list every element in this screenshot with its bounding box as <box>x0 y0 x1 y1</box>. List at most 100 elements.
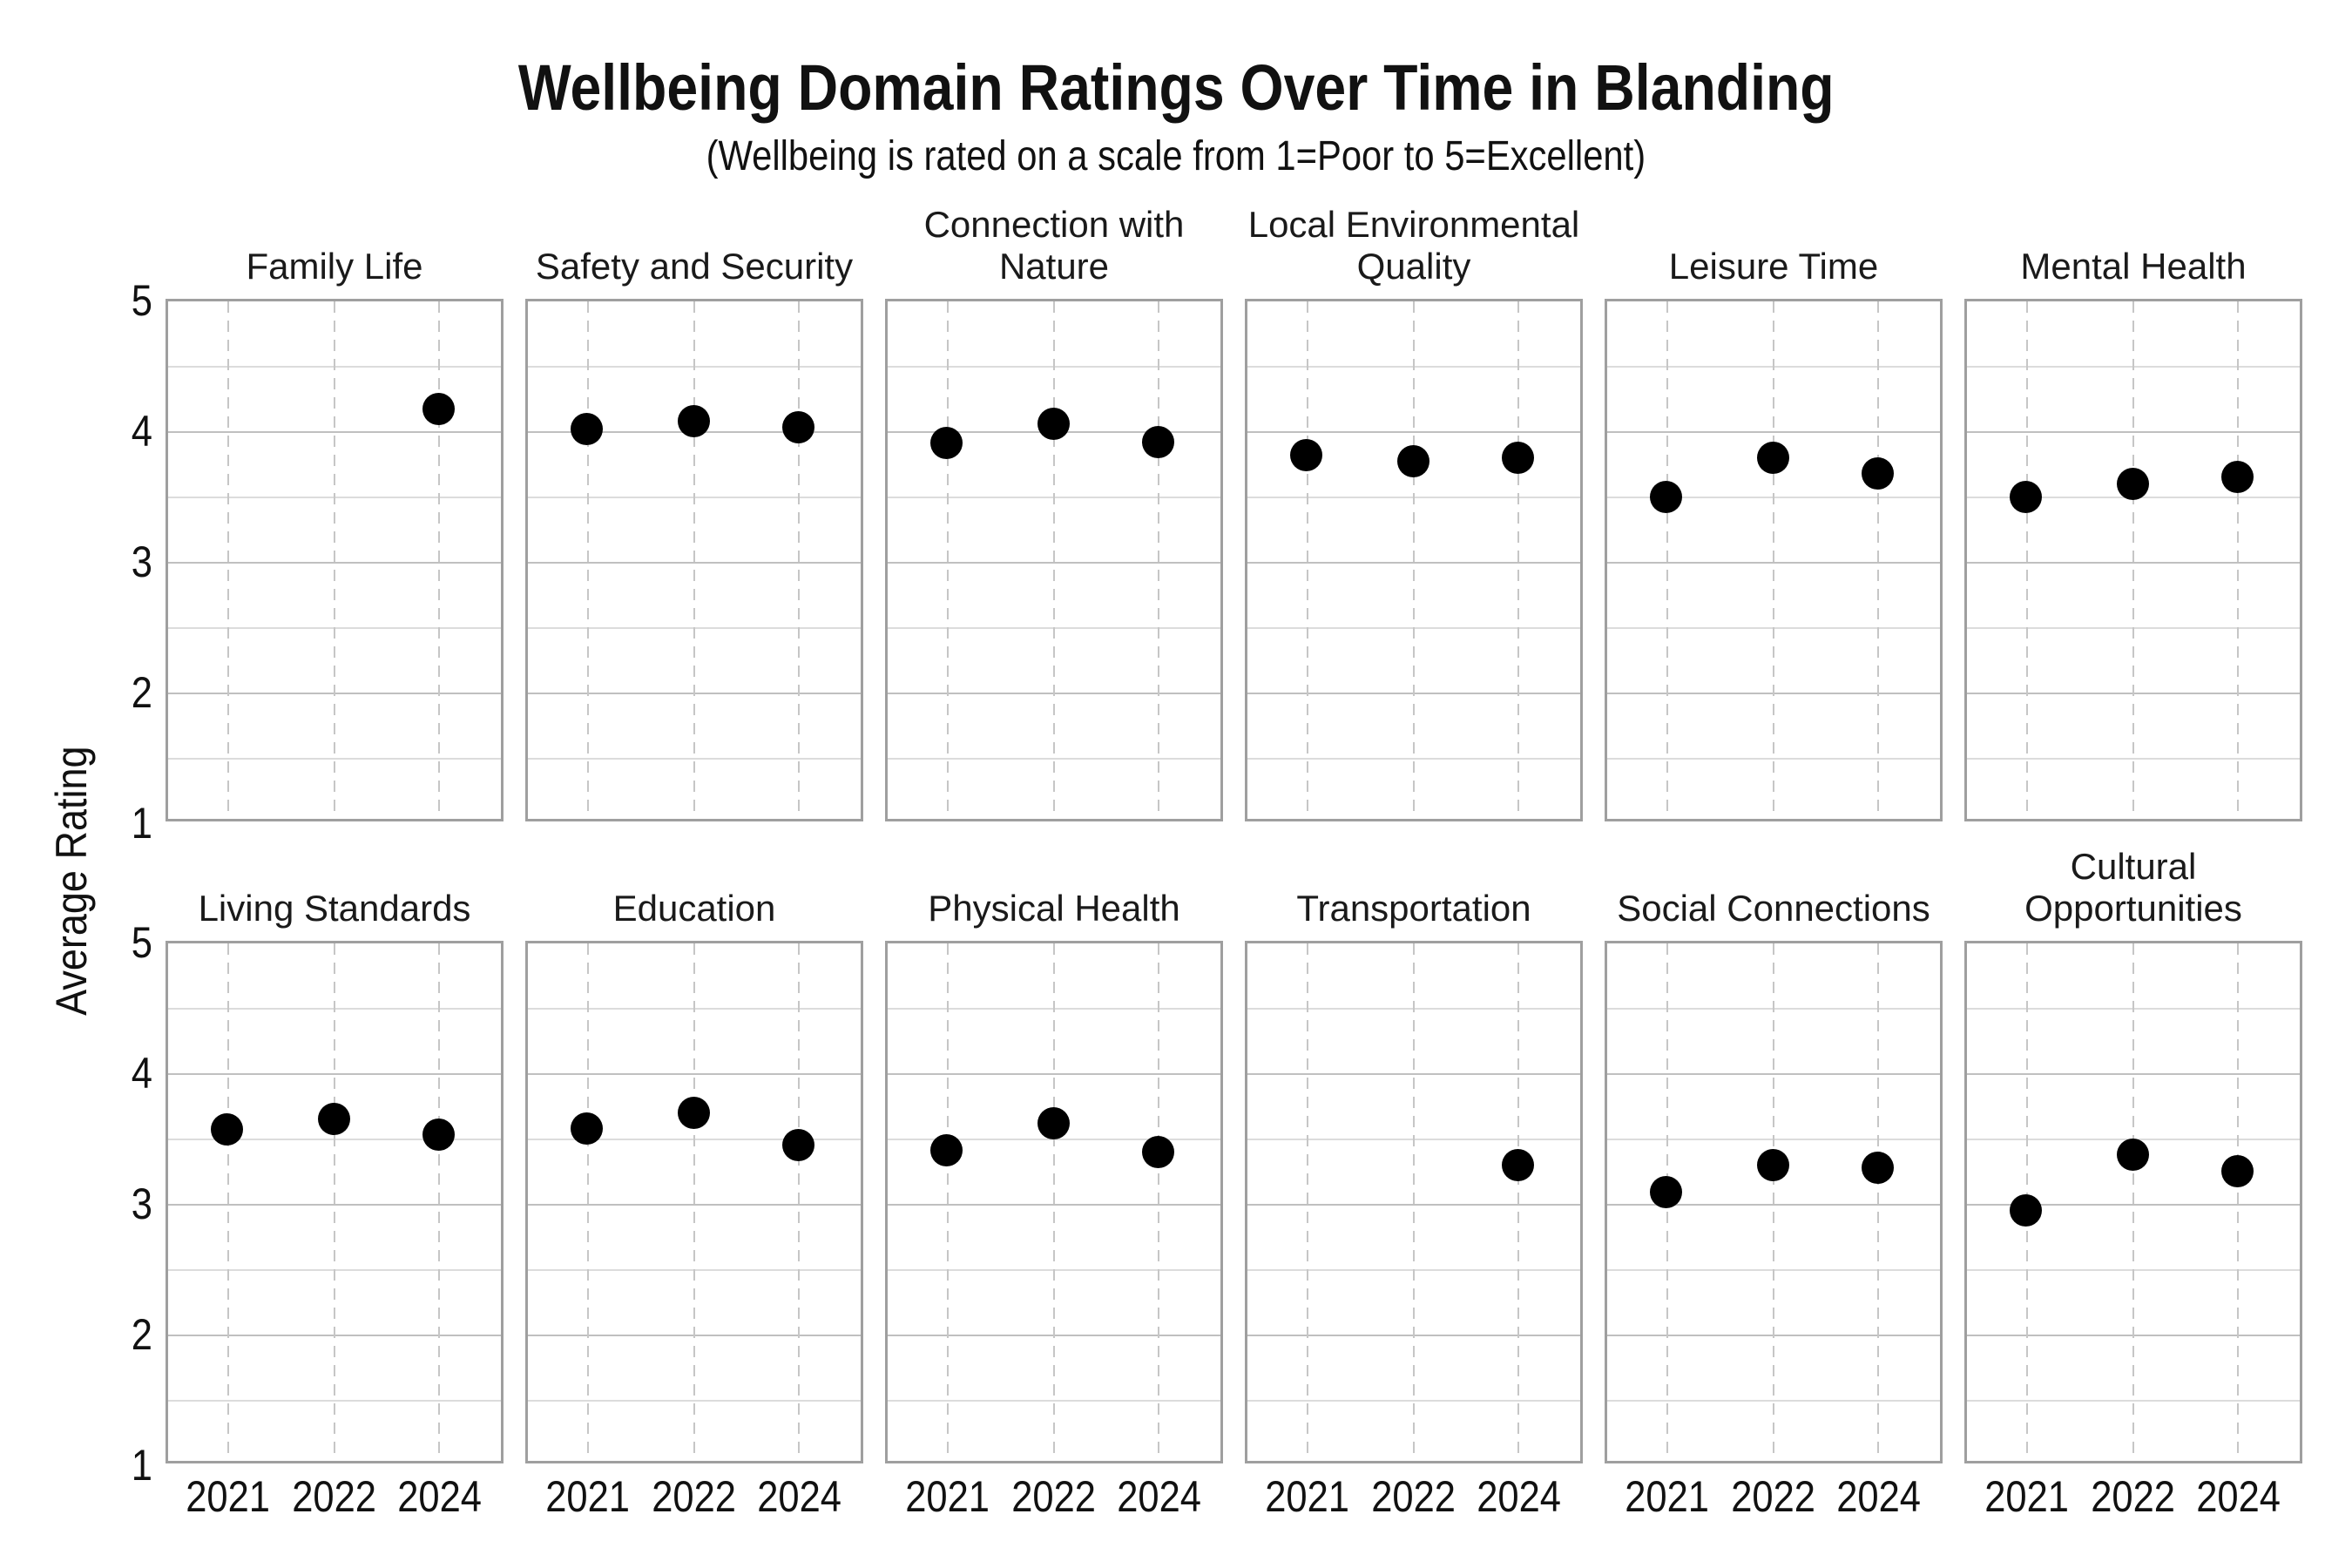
x-tick-label: 2022 <box>1344 1475 1484 1518</box>
panel-leisure-time: Leisure Time <box>1605 246 1943 821</box>
panel-title: Mental Health <box>2020 246 2247 287</box>
gridline-vertical-dashed <box>1413 943 1415 1461</box>
data-point <box>781 1129 814 1161</box>
panel-title: Connection with Nature <box>923 204 1185 287</box>
data-point <box>1501 1148 1534 1181</box>
y-tick-label: 2 <box>130 671 154 714</box>
y-tick-label: 1 <box>130 801 154 845</box>
x-tick-text: 2021 <box>545 1472 631 1521</box>
y-tick-label: 4 <box>130 409 154 453</box>
panel-title: Transportation <box>1296 888 1531 929</box>
x-tick-text: 2024 <box>1835 1472 1921 1521</box>
panel-living-standards: Living Standards 1 2 3 4 5 2021 2022 2024 <box>132 888 504 1518</box>
gridline-vertical-dashed <box>334 943 335 1461</box>
data-point <box>1756 1148 1789 1181</box>
chart-subtitle: (Wellbeing is rated on a scale from 1=Po… <box>0 132 2352 180</box>
x-tick-text: 2022 <box>292 1472 377 1521</box>
x-tick-text: 2024 <box>1116 1472 1201 1521</box>
x-tick-text: 2022 <box>2091 1472 2176 1521</box>
panel-mental-health: Mental Health <box>1964 246 2302 821</box>
y-tick-text: 4 <box>131 1049 153 1098</box>
y-tick-text: 2 <box>131 668 153 717</box>
data-point <box>1861 1151 1894 1184</box>
data-point <box>2220 461 2254 493</box>
gridline-vertical-dashed <box>1158 301 1160 819</box>
data-point <box>571 1112 604 1145</box>
x-tick-label: 2022 <box>265 1475 404 1518</box>
data-point <box>1290 438 1323 471</box>
y-axis-label: Average Rating <box>47 746 96 1017</box>
data-point <box>930 427 963 459</box>
y-tick-label: 4 <box>130 1051 154 1095</box>
chart-title: Wellbeing Domain Ratings Over Time in Bl… <box>0 51 2352 125</box>
panel-cultural-opportunities: Cultural Opportunities 2021 2022 2024 <box>1964 846 2302 1518</box>
x-tick-label: 2022 <box>1704 1475 1843 1518</box>
gridline-vertical-dashed <box>334 301 335 819</box>
x-tick-label: 2021 <box>518 1475 658 1518</box>
x-tick-label: 2022 <box>984 1475 1124 1518</box>
data-point <box>2116 467 2149 500</box>
data-point <box>677 404 710 437</box>
data-point <box>930 1134 963 1166</box>
gridline-vertical-dashed <box>438 943 441 1461</box>
gridline-vertical-dashed <box>226 943 229 1461</box>
data-point <box>1650 1176 1683 1208</box>
data-point <box>2010 1194 2043 1227</box>
panel-safety-and-security: Safety and Security <box>525 246 863 821</box>
x-tick-label: 2021 <box>878 1475 1017 1518</box>
data-point <box>1396 445 1429 477</box>
gridline-vertical-dashed <box>1053 301 1055 819</box>
gridline-vertical-dashed <box>1306 301 1308 819</box>
x-tick-text: 2021 <box>186 1472 271 1521</box>
gridline-vertical-dashed <box>1306 943 1308 1461</box>
gridline-vertical-dashed <box>226 301 229 819</box>
data-point <box>1501 441 1534 474</box>
gridline-vertical-dashed <box>1053 943 1055 1461</box>
gridline-vertical-dashed <box>438 301 441 819</box>
x-tick-text: 2024 <box>1476 1472 1561 1521</box>
panel-social-connections: Social Connections 2021 2022 2024 <box>1605 888 1943 1518</box>
x-tick-text: 2021 <box>1265 1472 1350 1521</box>
x-tick-label: 2022 <box>625 1475 764 1518</box>
x-tick-label: 2022 <box>2064 1475 2203 1518</box>
x-tick-label: 2024 <box>729 1475 868 1518</box>
y-tick-text: 4 <box>131 407 153 456</box>
gridline-vertical-dashed <box>798 301 801 819</box>
data-point <box>2220 1155 2254 1187</box>
y-tick-label: 3 <box>130 1182 154 1226</box>
x-tick-label: 2021 <box>1238 1475 1377 1518</box>
panel-title: Leisure Time <box>1668 246 1879 287</box>
y-tick-label: 5 <box>130 279 154 322</box>
gridline-vertical-dashed <box>2237 301 2240 819</box>
data-point <box>677 1096 710 1129</box>
gridline-vertical-dashed <box>2237 943 2240 1461</box>
gridline-vertical-dashed <box>946 301 949 819</box>
y-tick-label: 5 <box>130 921 154 964</box>
panel-local-environmental-quality: Local Environmental Quality <box>1245 204 1583 821</box>
gridline-vertical-dashed <box>1158 943 1160 1461</box>
x-tick-label: 2024 <box>1449 1475 1588 1518</box>
y-tick-text: 5 <box>131 276 153 325</box>
data-point <box>422 1119 455 1151</box>
panel-title: Local Environmental Quality <box>1247 204 1580 287</box>
panel-title: Education <box>612 888 776 929</box>
gridline-vertical-dashed <box>2025 301 2028 819</box>
gridline-vertical-dashed <box>586 301 589 819</box>
gridline-vertical-dashed <box>1877 301 1880 819</box>
gridline-vertical-dashed <box>693 301 695 819</box>
gridline-vertical-dashed <box>1773 943 1774 1461</box>
x-tick-text: 2024 <box>396 1472 482 1521</box>
gridline-vertical-dashed <box>798 943 801 1461</box>
data-point <box>1037 1106 1070 1139</box>
gridline-vertical-dashed <box>2132 301 2134 819</box>
y-tick-text: 5 <box>131 918 153 967</box>
panel-education: Education 2021 2022 2024 <box>525 888 863 1518</box>
data-point <box>1141 425 1174 458</box>
x-tick-label: 2024 <box>1089 1475 1228 1518</box>
gridline-vertical-dashed <box>693 943 695 1461</box>
data-point <box>1756 441 1789 474</box>
x-tick-label: 2024 <box>369 1475 509 1518</box>
gridline-vertical-dashed <box>1773 301 1774 819</box>
gridline-vertical-dashed <box>586 943 589 1461</box>
data-point <box>781 411 814 443</box>
